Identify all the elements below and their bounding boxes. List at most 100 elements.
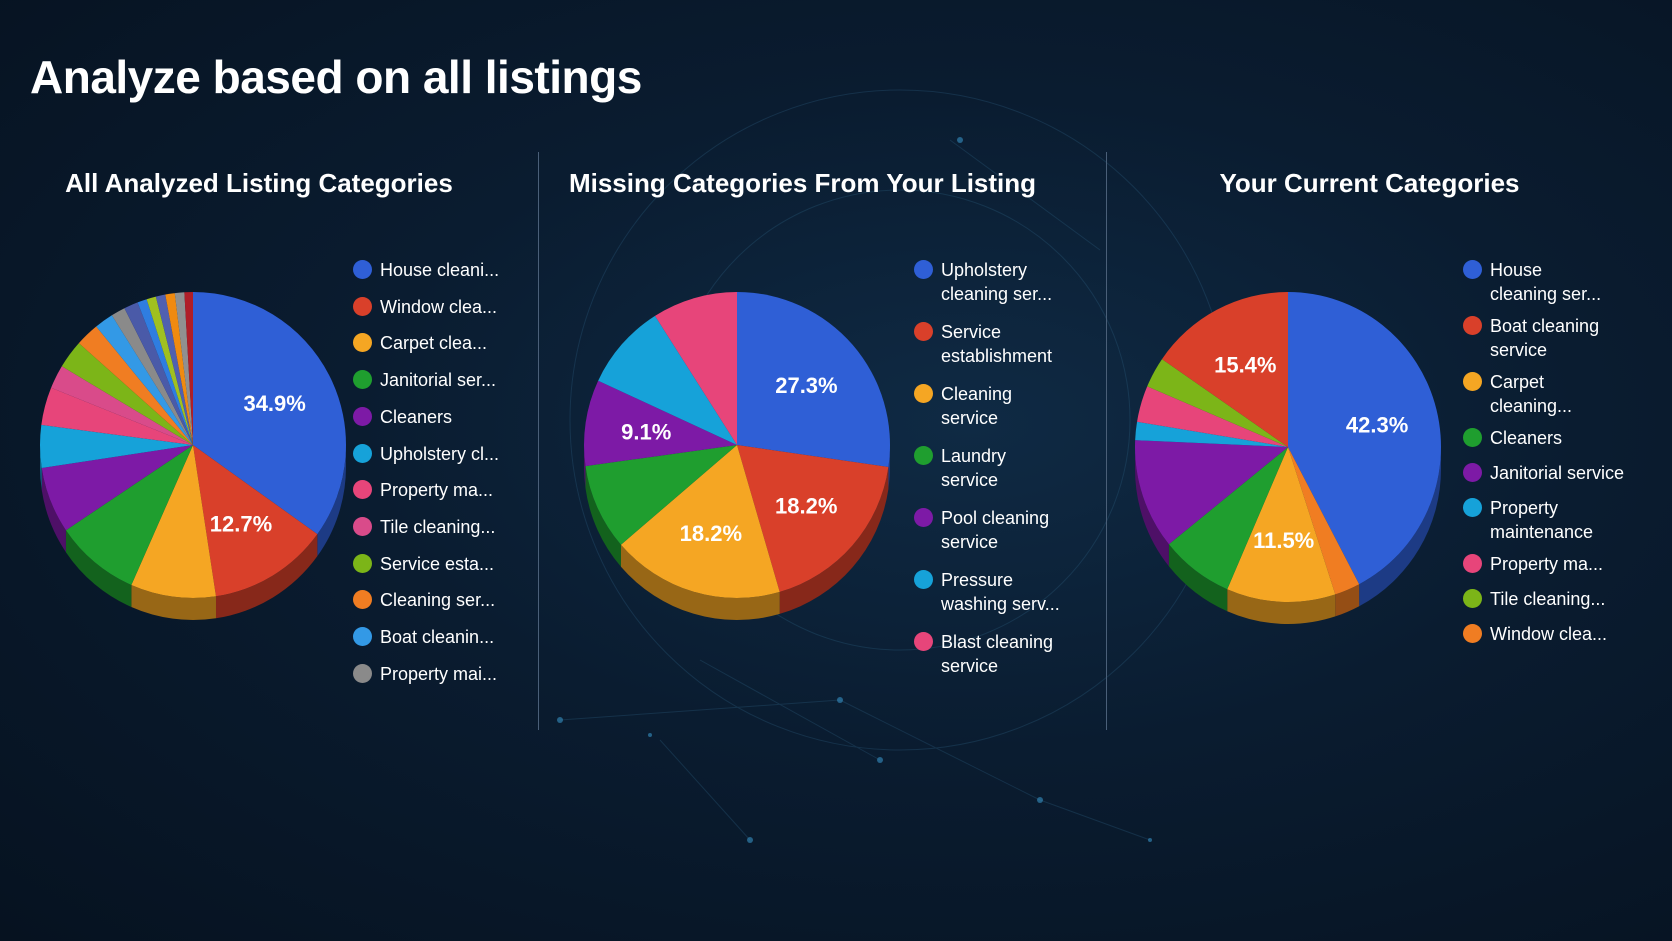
pie-slice-property-mai [111,308,193,445]
pie-slice-other [137,299,193,445]
legend-item: Upholstery cleaning ser... [914,258,1052,306]
panel-divider [538,152,539,730]
legend-swatch [914,446,933,465]
pie-slice-side-cleaning-service [620,544,780,620]
pie-slice-boat-cleanin [96,315,193,445]
pie-slice-side-carpet-clea [131,585,216,620]
pie-slice-upholstery-cl [39,424,193,468]
legend-item: Laundry service [914,444,1006,492]
pie-slice-cleaning-service [620,445,780,598]
pie-slice-other [165,293,193,445]
pie-slice-carpet-cleaning [1227,447,1336,602]
pie-slice-window-clea [193,445,318,597]
chart-title: Your Current Categories [1219,168,1520,198]
pie-slice-boat-cleaning-service [1161,292,1288,447]
pie-slice-side-window-clea [1335,584,1360,617]
legend-label: Carpet clea... [380,333,488,354]
legend-item: Tile cleaning... [1463,587,1605,611]
legend-label: Janitorial ser... [380,370,497,391]
legend-label: Property ma... [1490,554,1604,574]
pie-slice-side-janitorial-service [1135,447,1169,567]
pie-slice-side-window-clea [215,534,318,619]
legend-swatch [353,553,372,573]
legend-item: Pressure washing serv... [914,568,1060,616]
legend-swatch [1463,589,1482,608]
pie-slice-side-cleaners [41,467,66,553]
legend-item: Upholstery cl... [353,442,499,466]
legend-swatch [353,516,372,536]
pie-slice-property-ma [41,387,194,445]
slice-percent-label: 42.3% [1346,413,1408,438]
legend-label: Boat cleaning service [1490,316,1600,360]
legend-swatch [1463,624,1482,643]
pie-rim [40,445,346,620]
legend-swatch [1463,463,1482,482]
legend-item: Service esta... [353,552,494,576]
legend-label: Laundry service [941,446,1007,490]
legend-label: Tile cleaning... [380,516,496,537]
pie-slice-side-house-cleaning-ser [1359,447,1441,607]
pie-slice-other [184,292,193,445]
pie-chart-missing-categories: 27.3% 18.2% 18.2% 9.1% [584,292,890,620]
legend-label: Blast cleaning service [941,632,1054,676]
legend-label: Cleaning service [941,384,1013,428]
legend-label: Property maintenance [1490,498,1594,542]
legend-label: Carpet cleaning... [1490,372,1573,416]
chart-title: Missing Categories From Your Listing [568,168,1037,198]
chart-panel-current-categories: Your Current Categories 42.3% 11.5% 15.4% … [1107,150,1672,750]
legend-label: House cleani... [380,260,500,280]
legend-swatch [914,322,933,341]
pie-slice-other [155,294,193,445]
legend-label: Window clea... [1490,624,1608,644]
legend-label: House cleaning ser... [1490,260,1602,304]
legend-item: Boat cleanin... [353,625,494,649]
slice-percent-label: 27.3% [775,373,837,398]
legend-swatch [914,570,933,589]
slice-percent-label: 11.5% [1253,528,1314,553]
legend-label: Window clea... [380,296,498,317]
chart-panel-missing-categories: Missing Categories From Your Listing 27.… [539,150,1106,750]
legend-swatch [353,370,372,390]
legend-swatch [353,406,372,426]
legend-item: Property mai... [353,662,497,686]
legend-swatch [914,632,933,651]
legend-label: Property mai... [380,663,498,684]
legend-swatch [914,384,933,403]
legend-swatch [353,443,372,463]
legend-item: Carpet cleaning... [1463,370,1572,418]
legend-label: Service esta... [380,553,495,574]
legend-item: Janitorial service [1463,461,1624,485]
legend-swatch [914,260,933,279]
pie-slice-other [174,292,193,445]
slice-percent-label: 18.2% [680,521,742,546]
panel-divider [1106,152,1107,730]
legend-item: Window clea... [1463,622,1607,646]
pie-rim [1135,447,1441,624]
legend-label: Cleaning ser... [380,590,496,611]
legend-item: Pool cleaning service [914,506,1049,554]
slice-percent-label: 9.1% [621,419,671,444]
slice-percent-label: 12.7% [210,511,272,536]
pie-slice-side-service-establishment [779,467,889,614]
legend-item: Janitorial ser... [353,368,496,392]
pie-slice-other [146,296,193,445]
pie-slice-side-pool-cleaning-service [584,445,586,489]
pie-slice-side-laundry-service [585,466,621,567]
legend-label: Boat cleanin... [380,627,495,647]
legend-item: Cleaning ser... [353,588,495,612]
legend-label: Pressure washing serv... [941,570,1060,614]
slice-percent-label: 34.9% [243,391,305,416]
pie-slice-cleaners [41,445,193,531]
pie-slice-blast-cleaning-service [655,292,737,445]
pie-slice-janitorial-ser [65,445,193,586]
pie-slice-pool-cleaning-service [584,380,737,467]
legend-label: Cleaners [380,406,453,427]
pie-slice-side-house-cleani [317,445,346,557]
legend-swatch [1463,316,1482,335]
legend-item: Cleaners [1463,426,1562,450]
legend-swatch [1463,554,1482,573]
legend-label: Upholstery cleaning ser... [941,260,1053,304]
legend-item: Property ma... [1463,552,1603,576]
legend-item: Tile cleaning... [353,515,495,539]
page-title: Analyze based on all listings [30,51,642,103]
